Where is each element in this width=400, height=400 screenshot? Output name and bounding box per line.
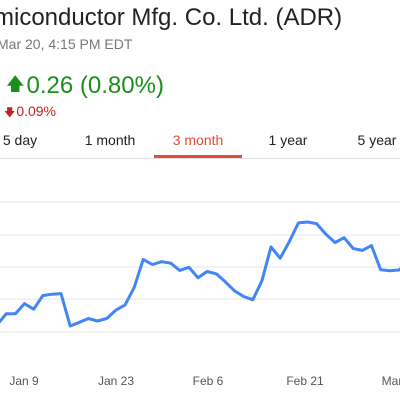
price-line [0, 220, 400, 328]
stock-title: miconductor Mfg. Co. Ltd. (ADR) [0, 4, 343, 31]
x-axis-ticks: Jan 9 Jan 23 Feb 6 Feb 21 Mar [9, 374, 400, 388]
price-change: 🡅0.26 (0.80%) [6, 72, 164, 102]
x-tick-label: Jan 23 [98, 374, 134, 388]
tab-5-year[interactable]: 5 year [357, 132, 397, 148]
arrow-down-icon: 🡇 [4, 107, 16, 119]
tab-5-day[interactable]: 5 day [2, 132, 38, 148]
price-change-value: 0.26 (0.80%) [26, 72, 164, 99]
tab-3-month[interactable]: 3 month [154, 124, 242, 158]
arrow-up-icon: 🡅 [6, 74, 25, 94]
x-tick-label: Feb 6 [193, 374, 224, 388]
x-tick-label: Mar [382, 374, 400, 388]
x-tick-label: Jan 9 [9, 374, 39, 388]
after-hours-change-value: 0.09% [16, 103, 57, 119]
price-chart: Jan 9 Jan 23 Feb 6 Feb 21 Mar [0, 201, 400, 388]
tab-1-year[interactable]: 1 year [268, 132, 308, 148]
chart-grid [0, 201, 400, 333]
quote-timestamp: Mar 20, 4:15 PM EDT [0, 36, 133, 52]
range-tabs: 5 day 1 month 3 month 1 year 5 year [0, 124, 400, 159]
tab-1-month[interactable]: 1 month [84, 132, 136, 148]
after-hours-change: 🡇0.09% [4, 103, 56, 123]
x-tick-label: Feb 21 [286, 374, 324, 388]
